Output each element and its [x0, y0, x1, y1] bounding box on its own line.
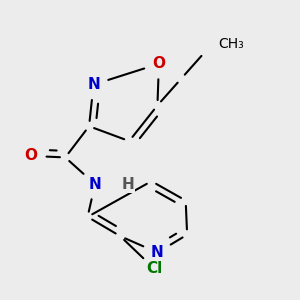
Text: O: O	[25, 148, 38, 164]
Text: H: H	[121, 177, 134, 192]
Text: Cl: Cl	[146, 261, 163, 276]
Text: N: N	[87, 77, 100, 92]
Text: N: N	[151, 245, 164, 260]
Text: CH₃: CH₃	[218, 38, 244, 52]
Text: N: N	[88, 177, 101, 192]
Text: O: O	[152, 56, 165, 71]
